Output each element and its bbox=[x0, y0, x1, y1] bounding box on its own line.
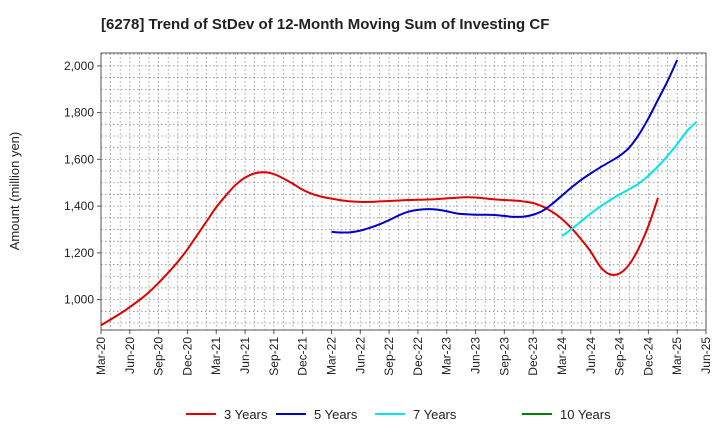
chart-title: [6278] Trend of StDev of 12-Month Moving… bbox=[101, 16, 549, 33]
legend-label: 10 Years bbox=[560, 407, 611, 422]
x-tick-label: Dec-23 bbox=[526, 337, 540, 376]
x-tick-label: Mar-25 bbox=[670, 337, 684, 375]
x-tick-label: Jun-20 bbox=[123, 337, 137, 374]
y-tick-labels: 1,000 1,200 1,400 1,600 1,800 2,000 bbox=[64, 59, 101, 307]
legend-label: 5 Years bbox=[314, 407, 358, 422]
y-tick-label: 2,000 bbox=[64, 59, 94, 73]
grid bbox=[100, 53, 707, 330]
series-layer bbox=[100, 59, 698, 327]
legend-item-7-years: 7 Years bbox=[375, 407, 457, 422]
series-line-5-years bbox=[331, 59, 679, 234]
x-tick-label: Jun-22 bbox=[353, 337, 367, 374]
y-tick-label: 1,600 bbox=[64, 152, 94, 166]
x-tick-label: Sep-24 bbox=[613, 337, 627, 376]
x-tick-label: Mar-23 bbox=[440, 337, 454, 375]
legend-label: 3 Years bbox=[224, 407, 268, 422]
x-tick-label: Dec-22 bbox=[411, 337, 425, 376]
x-tick-label: Jun-23 bbox=[469, 337, 483, 374]
series-line-3-years bbox=[100, 171, 659, 327]
legend-label: 7 Years bbox=[413, 407, 457, 422]
legend: 3 Years 5 Years 7 Years 10 Years bbox=[186, 407, 611, 422]
x-tick-label: Sep-21 bbox=[267, 337, 281, 376]
y-tick-label: 1,800 bbox=[64, 106, 94, 120]
plot-frame bbox=[100, 52, 707, 331]
legend-item-3-years: 3 Years bbox=[186, 407, 268, 422]
x-tick-label: Mar-22 bbox=[324, 337, 338, 375]
x-tick-label: Mar-20 bbox=[94, 337, 108, 375]
x-tick-labels: Mar-20 Jun-20 Sep-20 Dec-20 Mar-21 Jun-21 Sep-… bbox=[94, 330, 713, 376]
x-tick-label: Sep-22 bbox=[382, 337, 396, 376]
y-tick-label: 1,400 bbox=[64, 199, 94, 213]
x-tick-label: Jun-25 bbox=[699, 337, 713, 374]
x-tick-label: Mar-21 bbox=[209, 337, 223, 375]
y-tick-label: 1,200 bbox=[64, 246, 94, 260]
x-tick-label: Dec-21 bbox=[296, 337, 310, 376]
series-line-7-years bbox=[561, 121, 698, 237]
x-tick-label: Mar-24 bbox=[555, 337, 569, 375]
x-tick-label: Sep-20 bbox=[152, 337, 166, 376]
y-axis-title: Amount (million yen) bbox=[7, 132, 22, 251]
y-tick-label: 1,000 bbox=[64, 293, 94, 307]
x-tick-label: Jun-24 bbox=[584, 337, 598, 374]
legend-item-5-years: 5 Years bbox=[276, 407, 358, 422]
x-tick-label: Dec-20 bbox=[180, 337, 194, 376]
x-tick-label: Jun-21 bbox=[238, 337, 252, 374]
x-tick-label: Sep-23 bbox=[497, 337, 511, 376]
x-tick-label: Dec-24 bbox=[641, 337, 655, 376]
legend-item-10-years: 10 Years bbox=[522, 407, 611, 422]
